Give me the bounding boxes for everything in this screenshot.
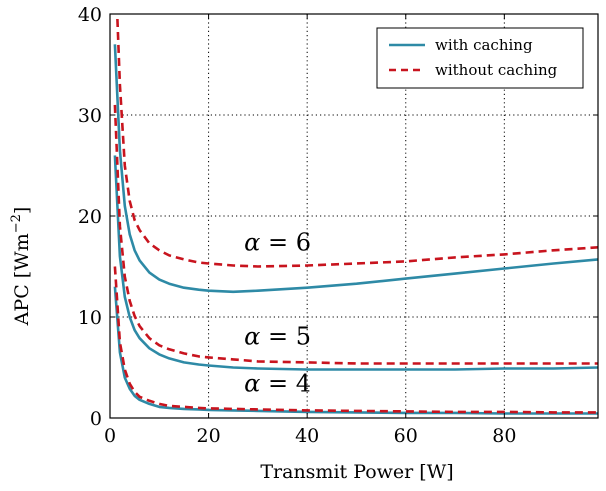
x-tick-label: 40 [295,425,319,447]
y-axis-label-main: APC [Wm [11,233,33,326]
annotation-label: α = 6 [244,228,311,256]
y-tick-label: 10 [78,307,102,329]
x-axis-label: Transmit Power [W] [260,461,453,483]
annotation-label: α = 5 [244,322,311,350]
legend-label-without-caching: without caching [435,61,558,79]
x-tick-label: 60 [394,425,418,447]
series-line-alpha5-with-caching [113,155,599,371]
annotation-label: α = 4 [244,370,311,398]
annotations: α = 6 α = 5 α = 4 [244,228,311,397]
y-axis-label-sup: −2 [9,214,24,233]
y-tick-label: 20 [78,206,102,228]
series-line-alpha6-without-caching [116,18,599,268]
series-line-alpha4-with-caching [113,286,598,415]
legend: with caching without caching [376,27,584,89]
y-tick-label: 0 [90,408,102,430]
legend-label-with-caching: with caching [435,36,533,54]
series-lines [113,18,599,415]
series-line-alpha6-with-caching [113,44,599,294]
x-tick-label: 20 [196,425,220,447]
y-axis-label: APC [Wm−2] [9,207,33,327]
y-tick-label: 30 [78,105,102,127]
y-axis-label-end: ] [11,207,33,214]
legend-box [376,27,584,89]
x-tick-label: 80 [492,425,516,447]
series-line-alpha4-without-caching [113,266,598,414]
x-tick-label: 0 [104,425,116,447]
axis-ticks: 0 20 40 60 80 0 10 20 30 40 [78,4,598,447]
series-line-alpha5-without-caching [113,104,598,365]
y-tick-label: 40 [78,4,102,26]
